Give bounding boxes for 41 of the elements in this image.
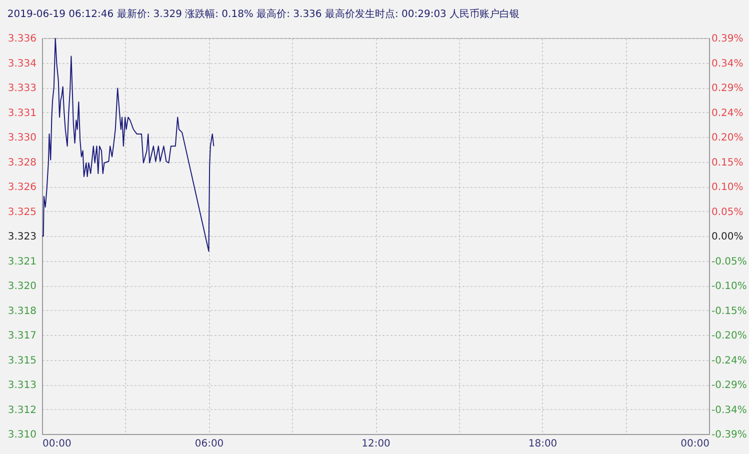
x-tick-label: 00:00: [680, 438, 710, 450]
y-tick-label: 3.334: [8, 58, 36, 70]
y2-tick-label: 0.05%: [712, 206, 744, 218]
y2-tick-label: -0.20%: [712, 330, 747, 342]
line-series: [42, 38, 214, 252]
y-tick-label: 3.318: [8, 306, 36, 317]
x-tick-label: 00:00: [42, 438, 72, 450]
y-tick-label: 3.313: [8, 380, 36, 391]
y-tick-label: 3.325: [8, 206, 36, 218]
y-tick-label: 3.336: [8, 34, 36, 44]
y-tick-label: 3.310: [8, 430, 36, 440]
y2-tick-label: 0.10%: [712, 182, 744, 193]
y2-tick-label: 0.24%: [712, 108, 744, 119]
y-tick-label: 3.317: [8, 330, 36, 342]
y2-tick-label: 0.20%: [712, 132, 744, 144]
y2-tick-label: 0.00%: [712, 232, 744, 242]
y2-tick-label: -0.39%: [712, 430, 747, 440]
y2-tick-label: 0.34%: [712, 58, 744, 70]
y2-tick-label: -0.24%: [712, 355, 747, 366]
y2-tick-label: -0.34%: [712, 404, 747, 416]
y2-tick-label: -0.10%: [712, 281, 747, 292]
y2-tick-label: -0.15%: [712, 306, 747, 317]
y-tick-label: 3.333: [8, 83, 36, 94]
y-tick-label: 3.326: [8, 182, 36, 193]
y-tick-label: 3.321: [8, 256, 36, 268]
y-tick-label: 3.320: [8, 281, 36, 292]
x-tick-label: 06:00: [194, 438, 224, 450]
x-tick-label: 18:00: [528, 438, 558, 450]
y2-tick-label: -0.05%: [712, 256, 747, 268]
y-tick-label: 3.331: [8, 108, 36, 119]
chart-title: 2019-06-19 06:12:46 最新价: 3.329 涨跌幅: 0.18% 最高价: 3.336 最高价发生时点: 00:29:03 人民币账户白银: [7, 8, 520, 20]
x-tick-label: 12:00: [362, 438, 390, 450]
y-tick-label: 3.323: [8, 232, 36, 242]
y2-tick-label: 0.29%: [712, 83, 744, 94]
y2-tick-label: -0.29%: [712, 380, 747, 391]
y-tick-label: 3.330: [8, 132, 36, 144]
y-tick-label: 3.328: [8, 157, 36, 168]
y-tick-label: 3.315: [8, 355, 36, 366]
y2-tick-label: 0.15%: [712, 157, 744, 168]
y-tick-label: 3.312: [8, 404, 36, 416]
y2-tick-label: 0.39%: [712, 34, 744, 44]
